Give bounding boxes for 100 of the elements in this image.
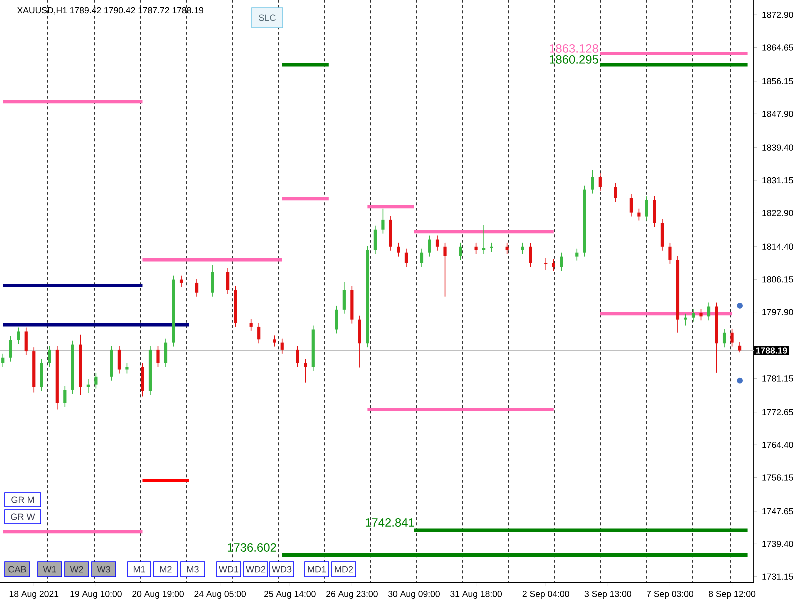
annotation: WD1 bbox=[219, 566, 239, 573]
candlestick bbox=[436, 235, 440, 252]
x-tick-label: 2 Sep 04:00 bbox=[522, 591, 570, 599]
candlestick bbox=[48, 346, 52, 368]
x-tick-label: 24 Aug 05:00 bbox=[194, 591, 246, 599]
candlestick bbox=[126, 362, 129, 374]
annotation: WD2 bbox=[246, 566, 266, 573]
candlestick bbox=[250, 318, 253, 332]
y-tick-label: 1831.15 bbox=[762, 177, 794, 184]
annotation: MD1 bbox=[308, 566, 326, 573]
annotation: 1742.841 bbox=[366, 518, 414, 527]
candlestick bbox=[374, 226, 378, 254]
y-tick-label: 1864.65 bbox=[762, 44, 794, 51]
y-tick-label: 1747.65 bbox=[762, 508, 794, 515]
x-tick-label: 18 Aug 2021 bbox=[10, 591, 59, 599]
annotation: 1860.295 bbox=[550, 55, 598, 64]
candlestick bbox=[707, 302, 711, 322]
y-tick-label: 1781.15 bbox=[762, 376, 794, 382]
candlestick bbox=[420, 248, 424, 268]
annotation: M3 bbox=[187, 566, 199, 573]
annotation: WD3 bbox=[272, 566, 292, 573]
y-tick-label: 1814.40 bbox=[762, 244, 794, 250]
annotation: W2 bbox=[70, 566, 84, 573]
annotation: M1 bbox=[134, 566, 146, 573]
candlestick bbox=[459, 242, 462, 261]
candlestick bbox=[684, 313, 688, 326]
candlestick bbox=[653, 196, 656, 228]
candlestick bbox=[692, 308, 696, 322]
candlestick bbox=[280, 338, 284, 354]
candlestick bbox=[17, 327, 20, 344]
candlestick bbox=[506, 242, 509, 254]
candlestick bbox=[544, 258, 548, 271]
y-tick-label: 1856.15 bbox=[762, 78, 794, 85]
candlestick bbox=[700, 308, 703, 322]
annotation: W1 bbox=[43, 566, 56, 573]
x-tick-label: 30 Aug 09:00 bbox=[388, 591, 440, 599]
y-tick-label: 1872.90 bbox=[762, 12, 794, 18]
candlestick bbox=[722, 328, 726, 348]
y-tick-label: 1756.15 bbox=[762, 474, 794, 481]
candlestick bbox=[94, 372, 98, 390]
candlestick bbox=[258, 322, 261, 344]
x-tick-label: 7 Sep 03:00 bbox=[647, 591, 694, 599]
y-tick-label: 1806.15 bbox=[762, 276, 794, 283]
candlestick bbox=[660, 218, 664, 252]
y-tick-label: 1822.90 bbox=[762, 210, 794, 216]
candlestick bbox=[444, 242, 447, 298]
annotation: M2 bbox=[160, 566, 172, 573]
x-tick-label: 31 Aug 18:00 bbox=[450, 591, 502, 599]
candlestick bbox=[474, 242, 478, 254]
x-tick-label: 8 Sep 12:00 bbox=[709, 591, 756, 599]
candlestick bbox=[156, 346, 160, 368]
candlestick bbox=[304, 359, 308, 384]
candlestick bbox=[738, 342, 742, 354]
candlestick bbox=[273, 335, 276, 348]
candlestick bbox=[64, 386, 67, 408]
candlestick bbox=[560, 252, 564, 272]
candlestick bbox=[614, 182, 618, 203]
annotation: 1863.128 bbox=[550, 44, 598, 53]
candlestick bbox=[591, 170, 594, 194]
candlestick bbox=[552, 258, 556, 272]
candlestick bbox=[226, 268, 230, 294]
candlestick bbox=[529, 242, 532, 268]
candlestick bbox=[668, 242, 672, 264]
annotation: W3 bbox=[97, 566, 110, 573]
x-tick-label: 19 Aug 10:00 bbox=[70, 591, 122, 599]
annotation: MD2 bbox=[335, 566, 354, 573]
annotation: 1736.602 bbox=[228, 543, 276, 552]
candlestick bbox=[358, 315, 362, 368]
annotation: SLC bbox=[259, 14, 276, 22]
y-tick-label: 1847.90 bbox=[762, 111, 794, 118]
y-tick-label: 1731.15 bbox=[762, 574, 794, 580]
candlestick bbox=[9, 336, 12, 362]
x-tick-label: 3 Sep 13:00 bbox=[584, 591, 632, 599]
candlestick bbox=[404, 248, 408, 268]
x-tick-label: 26 Aug 23:00 bbox=[326, 591, 378, 599]
candlestick bbox=[598, 172, 602, 192]
x-tick-label: 25 Aug 14:00 bbox=[264, 591, 316, 599]
y-tick-label: 1797.90 bbox=[762, 309, 794, 316]
candlestick bbox=[180, 275, 184, 288]
candlestick bbox=[490, 242, 494, 253]
candlestick bbox=[118, 346, 122, 374]
annotation: CAB bbox=[8, 566, 26, 573]
ref-line-label: 1788.19 bbox=[756, 348, 788, 354]
annotation: GR M bbox=[12, 496, 34, 504]
candlestick bbox=[428, 235, 432, 258]
candlestick bbox=[730, 328, 734, 348]
candlestick bbox=[164, 338, 168, 368]
text: XAUUSD,H1 1789.42 1790.42 1787.72 1788.19 bbox=[17, 7, 204, 15]
candlestick bbox=[2, 354, 5, 368]
candlestick bbox=[630, 194, 633, 218]
candlestick bbox=[40, 359, 44, 392]
candlestick bbox=[335, 306, 338, 334]
candlestick bbox=[211, 264, 214, 298]
candlestick bbox=[397, 242, 400, 258]
candlestick bbox=[296, 346, 300, 368]
y-tick-label: 1772.65 bbox=[762, 409, 794, 416]
candlestick bbox=[576, 248, 579, 262]
y-tick-label: 1839.40 bbox=[762, 144, 794, 151]
candlestick bbox=[521, 242, 524, 254]
annotation: GR W bbox=[11, 514, 36, 520]
